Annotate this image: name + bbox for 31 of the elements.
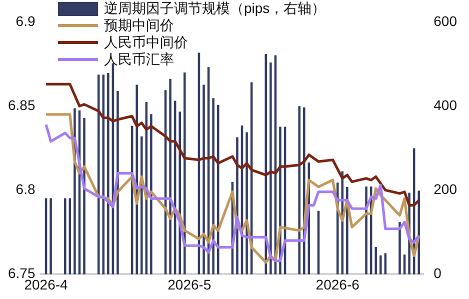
bar bbox=[298, 106, 300, 274]
y2-tick-label: 200 bbox=[434, 180, 458, 197]
bar bbox=[116, 91, 119, 274]
bar bbox=[418, 190, 420, 274]
bar bbox=[64, 198, 66, 274]
bar bbox=[270, 62, 272, 274]
y2-tick-label: 600 bbox=[434, 12, 458, 29]
y2-tick-label: 0 bbox=[434, 265, 442, 282]
y2-tick-label: 400 bbox=[434, 96, 458, 113]
bar bbox=[140, 136, 143, 274]
bar bbox=[365, 186, 368, 274]
y-tick-label: 6.9 bbox=[16, 12, 36, 29]
legend-label: 预期中间价 bbox=[104, 17, 174, 34]
y-tick-label: 6.8 bbox=[16, 180, 36, 197]
bar bbox=[379, 255, 382, 274]
x-tick-label: 2026-5 bbox=[168, 276, 212, 292]
bar bbox=[398, 222, 401, 274]
bar bbox=[83, 118, 86, 274]
bar bbox=[107, 72, 110, 274]
legend-label: 逆周期因子调节规模（pips，右轴） bbox=[104, 0, 326, 17]
legend-label: 人民币中间价 bbox=[104, 34, 188, 51]
bar bbox=[374, 246, 377, 274]
y-tick-label: 6.85 bbox=[8, 96, 36, 113]
x-tick-label: 2026-6 bbox=[316, 276, 360, 292]
bar bbox=[50, 198, 52, 274]
bar bbox=[202, 84, 205, 274]
legend-label: 人民币汇率 bbox=[104, 51, 174, 68]
bar bbox=[169, 78, 172, 274]
bar bbox=[212, 98, 214, 274]
bar bbox=[150, 114, 152, 274]
bar bbox=[184, 72, 186, 274]
